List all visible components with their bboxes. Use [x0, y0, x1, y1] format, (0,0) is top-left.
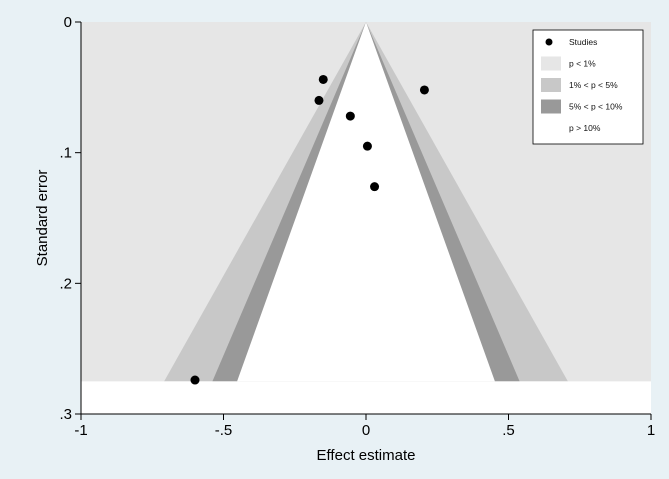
- region-p-gt-10: [237, 22, 495, 382]
- legend-swatch: [541, 121, 561, 135]
- study-point: [362, 141, 372, 151]
- legend-swatch: [541, 56, 561, 71]
- study-point: [314, 95, 324, 105]
- x-tick-label: 1: [647, 422, 655, 439]
- y-tick-label: .3: [59, 406, 72, 423]
- legend-label: Studies: [569, 37, 597, 47]
- x-tick-label: -.5: [215, 422, 233, 439]
- y-tick-label: .1: [59, 145, 72, 162]
- legend-marker: [545, 38, 553, 46]
- legend-label: 5% < p < 10%: [569, 102, 623, 112]
- region-below-funnel: [81, 381, 651, 414]
- legend-swatch: [541, 99, 561, 114]
- study-point: [318, 74, 328, 84]
- axes: -1 -.5 0 .5 1 0 .1 .2 .3 Effect estimate Standard …: [34, 14, 655, 464]
- x-tick-label: -1: [74, 422, 87, 439]
- x-tick-label: 0: [362, 422, 370, 439]
- legend-label: 1% < p < 5%: [569, 80, 618, 90]
- study-point: [370, 182, 380, 192]
- legend-swatch: [541, 78, 561, 92]
- y-tick-label: .2: [59, 275, 72, 292]
- y-axis-title: Standard error: [34, 170, 51, 267]
- study-point: [190, 375, 200, 385]
- legend-label: p > 10%: [569, 123, 601, 133]
- legend: Studies p < 1% 1% < p < 5% 5% < p < 10% p > …: [532, 29, 644, 145]
- study-point: [419, 85, 429, 95]
- study-point: [345, 111, 355, 121]
- x-tick-label: .5: [502, 422, 515, 439]
- study-points: [190, 74, 429, 385]
- y-tick-label: 0: [64, 14, 72, 31]
- x-axis-title: Effect estimate: [317, 447, 416, 464]
- legend-label: p < 1%: [569, 59, 596, 69]
